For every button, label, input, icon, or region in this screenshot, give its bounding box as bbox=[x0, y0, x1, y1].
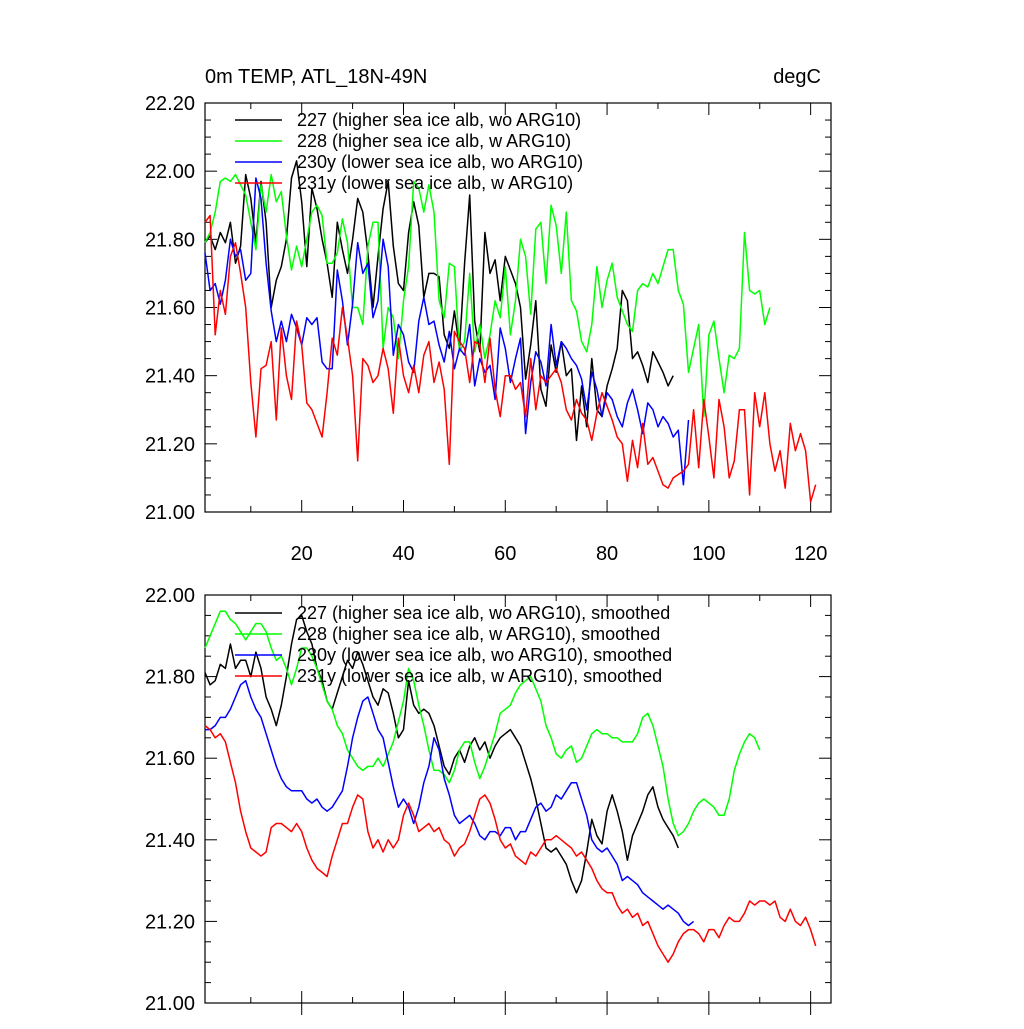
bottom-series-line-2 bbox=[204, 610, 761, 837]
bottom-legend-label-2: 228 (higher sea ice alb, w ARG10), smoot… bbox=[297, 624, 660, 644]
top-units-label: degC bbox=[773, 66, 821, 88]
top-series-line-1 bbox=[204, 160, 674, 442]
top-ytick-label: 22.20 bbox=[145, 93, 195, 115]
bottom-ytick-label: 21.80 bbox=[145, 667, 195, 689]
bottom-legend-label-1: 227 (higher sea ice alb, wo ARG10), smoo… bbox=[297, 603, 670, 623]
bottom-legend-label-4: 231y (lower sea ice alb, w ARG10), smoot… bbox=[297, 666, 662, 686]
top-ytick-label: 21.20 bbox=[145, 434, 195, 456]
top-xtick-label: 20 bbox=[291, 543, 313, 565]
top-legend-label-2: 228 (higher sea ice alb, w ARG10) bbox=[297, 131, 571, 151]
bottom-ytick-label: 21.00 bbox=[145, 993, 195, 1015]
top-xtick-label: 80 bbox=[596, 543, 618, 565]
top-chart-panel: 21.00 21.20 21.40 21.60 21.80 22.00 22.20 20 40 6… bbox=[145, 66, 832, 565]
bottom-ytick-label: 21.60 bbox=[145, 748, 195, 770]
top-legend-label-3: 230y (lower sea ice alb, wo ARG10) bbox=[297, 152, 583, 172]
bottom-series-line-3 bbox=[205, 679, 695, 927]
bottom-series-line-4 bbox=[204, 725, 817, 963]
bottom-ytick-label: 21.40 bbox=[145, 830, 195, 852]
bottom-chart-panel: 21.00 21.20 21.40 21.60 21.80 22.00 227 (highe… bbox=[145, 585, 832, 1015]
top-legend-label-4: 231y (lower sea ice alb, w ARG10) bbox=[297, 173, 573, 193]
top-xtick-label: 100 bbox=[692, 543, 725, 565]
top-ytick-label: 21.40 bbox=[145, 366, 195, 388]
top-series-line-3 bbox=[204, 177, 690, 486]
top-series-line-2 bbox=[204, 173, 771, 418]
top-ytick-label: 21.60 bbox=[145, 298, 195, 320]
top-xtick-label: 40 bbox=[392, 543, 414, 565]
bottom-legend-label-3: 230y (lower sea ice alb, wo ARG10), smoo… bbox=[297, 645, 672, 665]
top-xtick-label: 120 bbox=[794, 543, 827, 565]
top-xtick-label: 60 bbox=[494, 543, 516, 565]
bottom-ytick-label: 22.00 bbox=[145, 585, 195, 607]
top-legend-label-1: 227 (higher sea ice alb, wo ARG10) bbox=[297, 110, 581, 130]
top-chart-title: 0m TEMP, ATL_18N-49N bbox=[205, 66, 427, 88]
top-series-line-4 bbox=[204, 214, 817, 503]
top-ytick-label: 21.00 bbox=[145, 502, 195, 524]
bottom-ytick-label: 21.20 bbox=[145, 911, 195, 933]
bottom-series-line-1 bbox=[204, 614, 679, 894]
top-ytick-label: 22.00 bbox=[145, 161, 195, 183]
top-ytick-label: 21.80 bbox=[145, 229, 195, 251]
